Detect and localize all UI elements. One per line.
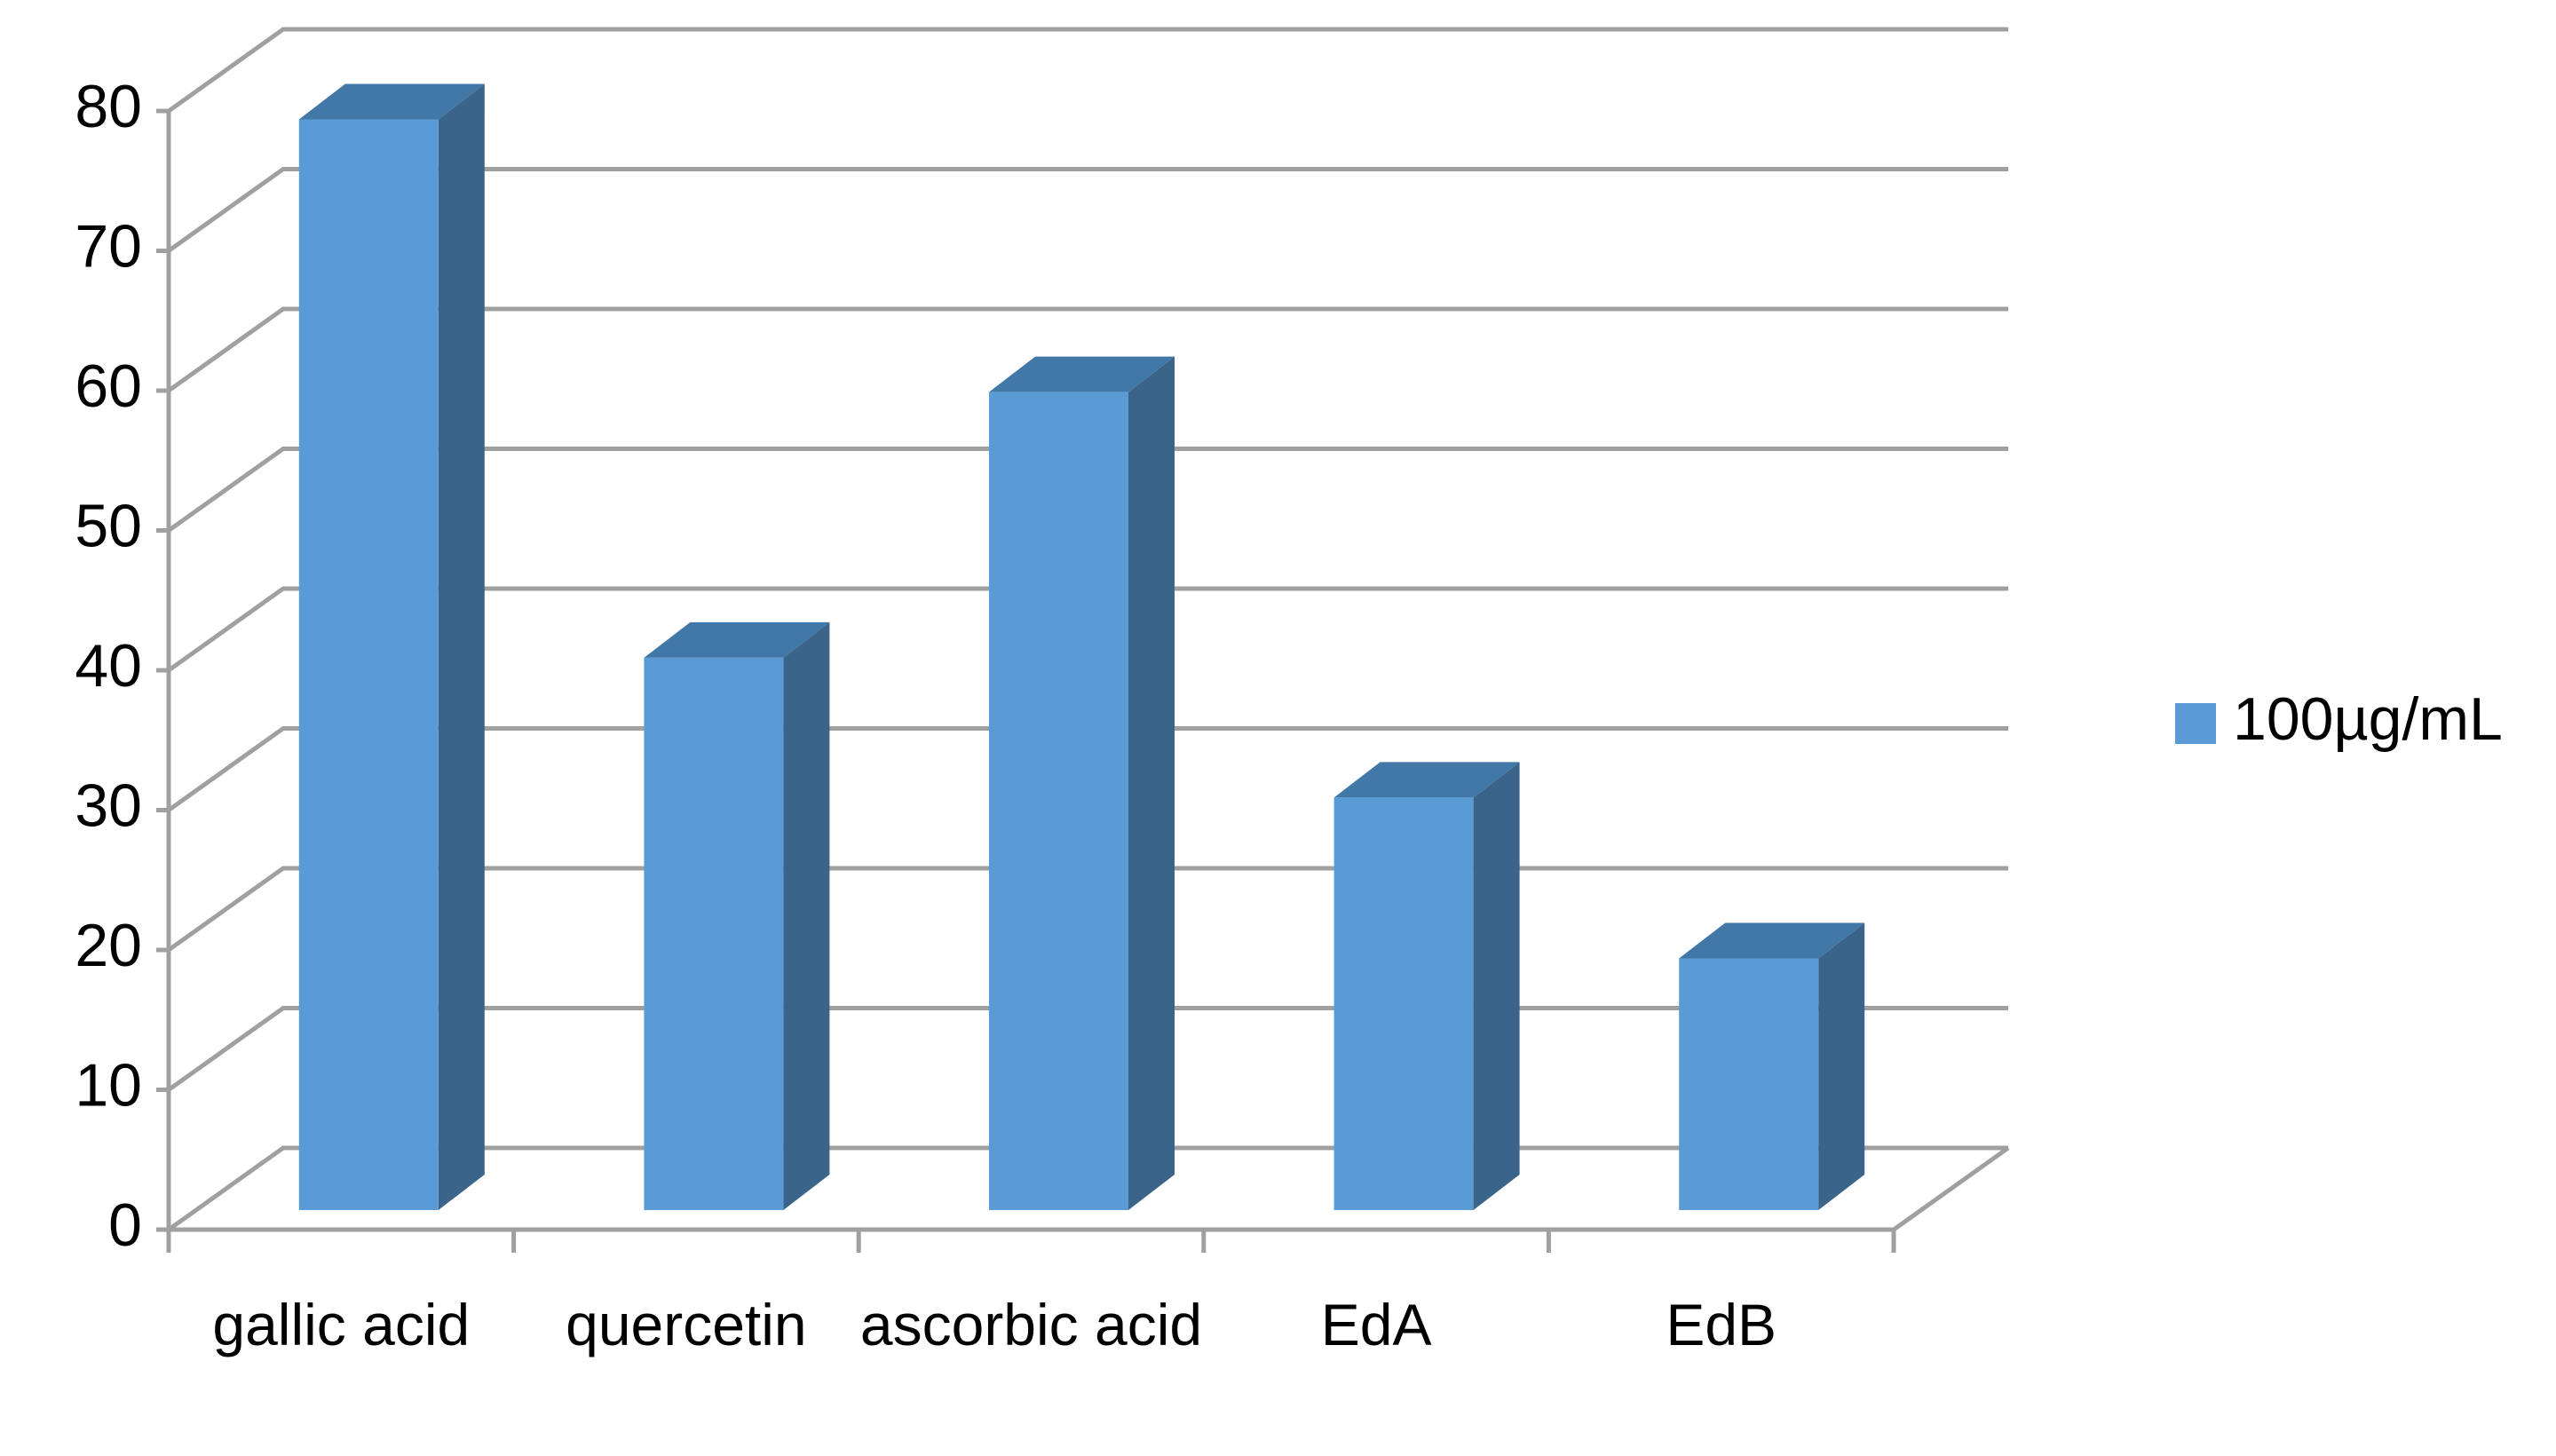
bar-top — [989, 356, 1175, 392]
legend-label: 100µg/mL — [2233, 685, 2503, 753]
bar-side — [783, 621, 830, 1210]
y-tick-label: 0 — [108, 1191, 142, 1259]
bar-top — [298, 83, 485, 120]
y-tick-label: 10 — [75, 1051, 142, 1119]
y-tick-label: 80 — [75, 73, 142, 140]
bar-top — [1333, 762, 1520, 798]
bar-side — [1473, 762, 1520, 1210]
y-tick-label: 60 — [75, 352, 142, 420]
grid-line — [167, 447, 2008, 533]
bar — [298, 119, 439, 1210]
grid-line — [167, 27, 2008, 114]
y-tick-label: 40 — [75, 632, 142, 700]
x-tick-label: EdB — [1666, 1292, 1777, 1357]
grid-line — [167, 586, 2008, 673]
bar-top — [1679, 922, 1865, 959]
y-tick-label: 20 — [75, 912, 142, 979]
grid-line — [167, 306, 2008, 393]
y-tick-label: 30 — [75, 772, 142, 839]
y-tick-label: 70 — [75, 212, 142, 280]
bar-top — [644, 621, 830, 658]
legend-swatch — [2175, 703, 2216, 744]
bar-side — [1818, 922, 1865, 1210]
bar-side — [1128, 356, 1175, 1210]
x-tick-label: quercetin — [566, 1292, 807, 1357]
y-tick-label: 50 — [75, 492, 142, 559]
bar — [644, 657, 784, 1210]
x-tick-label: ascorbic acid — [859, 1292, 1203, 1357]
bar — [1679, 958, 1819, 1210]
x-tick-label: gallic acid — [212, 1292, 471, 1357]
bar — [989, 392, 1128, 1210]
grid-line — [167, 726, 2008, 812]
grid-line — [167, 167, 2008, 253]
bar-side — [438, 83, 485, 1210]
bar — [1333, 797, 1474, 1210]
x-tick-label: EdA — [1320, 1292, 1432, 1357]
